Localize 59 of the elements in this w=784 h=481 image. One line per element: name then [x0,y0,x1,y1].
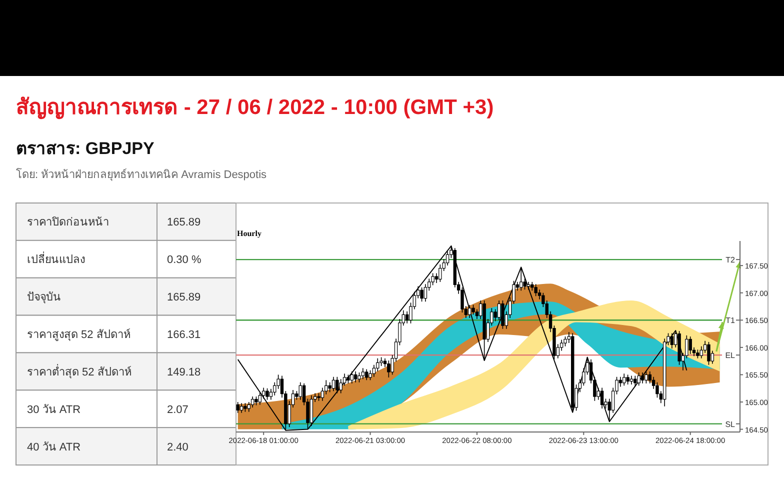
candlestick [564,336,567,347]
text: ราคาสูงสุด 52 สัปดาห์ [27,328,130,341]
text: 2.40 [167,441,188,454]
candlestick [365,368,368,381]
candlestick [236,402,240,414]
candlestick [266,388,269,400]
candlestick [298,382,302,400]
text: เปลี่ยนแปลง [27,251,85,266]
candlestick [626,374,630,385]
text: โดย: หัวหน้าฝ่ายกลยุทธ์ทางเทคนิค Avramis Despotis [16,167,268,181]
candlestick [420,286,424,302]
candlestick [336,376,339,394]
candlestick [310,395,314,426]
candlestick [534,284,538,297]
candlestick [342,373,346,386]
candlestick [358,372,361,383]
text: 165.89 [167,216,201,229]
candlestick [523,278,526,290]
text: 40 วัน ATR [27,441,81,454]
text: สัญญาณการเทรด - 27 / 06 / 2022 - 10:00 (GMT +3) [16,96,494,120]
text: 30 วัน ATR [27,404,81,416]
candlestick [634,375,637,388]
candlestick [468,304,472,318]
text: ราคาปิดก่อนหน้า [27,216,109,229]
ref-line-label: T1 [726,316,736,326]
candlestick [707,342,710,366]
candlestick [387,360,390,378]
ref-line-label: EL [725,351,736,360]
ref-line-label: SL [725,420,736,429]
candlestick [472,304,475,316]
candlestick [670,332,674,349]
candlestick [250,396,254,408]
candlestick [688,336,692,354]
text: 149.18 [167,366,201,378]
candlestick [538,289,542,300]
candlestick [361,368,365,380]
text: 166.31 [167,329,201,341]
candlestick [354,371,358,383]
text: 0.30 % [167,254,202,266]
chart-title: Hourly [237,229,262,238]
candlestick [258,392,262,406]
text: ตราสาร: GBPJPY [16,139,156,158]
candlestick [520,266,523,292]
candlestick [501,300,504,330]
candlestick [350,371,354,384]
candlestick [600,387,604,409]
candlestick [640,372,644,384]
candlestick [332,376,336,392]
text: ปัจจุบัน [27,292,61,304]
candlestick [328,382,332,393]
text: 2.07 [167,404,188,416]
candlestick [644,371,648,384]
candlestick [240,402,244,414]
line-series [237,245,688,431]
text: 165.89 [167,292,201,304]
text: ราคาต่ำสุด 52 สัปดาห์ [27,363,132,378]
candlestick [622,373,626,386]
candlestick [637,372,640,386]
ref-line-label: T2 [726,256,736,265]
